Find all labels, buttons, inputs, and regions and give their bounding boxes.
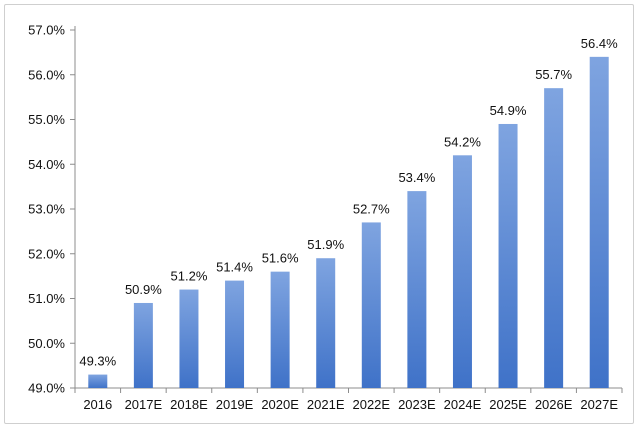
bar-2023E — [407, 191, 427, 388]
data-label-2016: 49.3% — [79, 354, 116, 369]
data-label-2020E: 51.6% — [262, 251, 299, 266]
y-tick-label: 55.0% — [28, 112, 65, 127]
bar-chart: 49.0% 50.0% 51.0% 52.0% 53.0% 54.0% 55.0% 56.0%… — [28, 23, 623, 412]
x-tick-label: 2019E — [216, 397, 254, 412]
y-tick-label: 54.0% — [28, 157, 65, 172]
data-label-2019E: 51.4% — [216, 260, 253, 275]
data-labels: 49.3% 50.9% 51.2% 51.4% 51.6% 51.9% 52.7% 53.4%… — [79, 36, 618, 369]
bar-2026E — [544, 88, 564, 389]
x-tick-label: 2018E — [170, 397, 208, 412]
bar-2021E — [316, 258, 336, 388]
x-tick-label: 2025E — [489, 397, 527, 412]
bar-2018E — [179, 289, 199, 388]
y-axis: 49.0% 50.0% 51.0% 52.0% 53.0% 54.0% 55.0% 56.0%… — [28, 23, 76, 396]
data-label-2023E: 53.4% — [398, 170, 435, 185]
data-label-2018E: 51.2% — [171, 269, 208, 284]
x-axis: 2016 2017E 2018E 2019E 2020E 2021E 2022E 2023E 2… — [74, 387, 623, 412]
y-tick-label: 49.0% — [28, 381, 65, 396]
bar-2025E — [498, 123, 518, 388]
y-tick-label: 51.0% — [28, 291, 65, 306]
x-tick-label: 2022E — [352, 397, 390, 412]
data-label-2022E: 52.7% — [353, 201, 390, 216]
bars — [88, 56, 609, 389]
y-tick-label: 52.0% — [28, 246, 65, 261]
x-tick-label: 2021E — [307, 397, 345, 412]
bar-2024E — [452, 155, 472, 388]
bar-2019E — [225, 280, 245, 388]
data-label-2026E: 55.7% — [535, 67, 572, 82]
y-tick-label: 53.0% — [28, 202, 65, 217]
x-tick-label: 2020E — [261, 397, 299, 412]
bar-2016 — [88, 374, 108, 388]
y-tick-label: 56.0% — [28, 67, 65, 82]
x-tick-label: 2016 — [83, 397, 112, 412]
chart-frame: 49.0% 50.0% 51.0% 52.0% 53.0% 54.0% 55.0% 56.0%… — [4, 4, 634, 424]
data-label-2024E: 54.2% — [444, 134, 481, 149]
bar-2022E — [361, 222, 381, 388]
x-tick-label: 2024E — [444, 397, 482, 412]
bar-2020E — [270, 271, 290, 388]
x-tick-label: 2027E — [580, 397, 618, 412]
x-tick-label: 2017E — [125, 397, 163, 412]
y-tick-label: 50.0% — [28, 336, 65, 351]
data-label-2025E: 54.9% — [490, 103, 527, 118]
data-label-2017E: 50.9% — [125, 282, 162, 297]
data-label-2021E: 51.9% — [307, 237, 344, 252]
x-tick-label: 2026E — [535, 397, 573, 412]
data-label-2027E: 56.4% — [581, 36, 618, 51]
y-tick-label: 57.0% — [28, 23, 65, 38]
x-tick-label: 2023E — [398, 397, 436, 412]
bar-2027E — [589, 56, 609, 388]
bar-2017E — [133, 302, 153, 388]
